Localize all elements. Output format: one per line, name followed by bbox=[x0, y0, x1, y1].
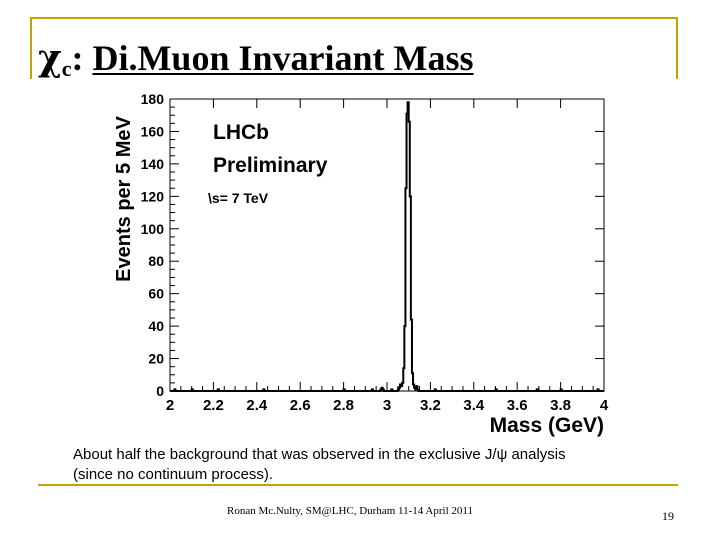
title-chi-symbol: χ bbox=[38, 37, 62, 79]
histogram-line bbox=[170, 101, 604, 392]
y-tick-label: 80 bbox=[148, 253, 164, 269]
y-tick-label: 20 bbox=[148, 351, 164, 367]
caption-line-2: (since no continuum process). bbox=[73, 466, 274, 483]
y-tick-label: 100 bbox=[141, 221, 165, 237]
caption-line-1: About half the background that was obser… bbox=[73, 446, 566, 463]
y-tick-label: 160 bbox=[141, 123, 165, 139]
x-tick-label: 2.6 bbox=[290, 397, 311, 414]
x-tick-label: 2 bbox=[166, 397, 174, 414]
annotation-lhcb: LHCb bbox=[213, 121, 269, 144]
title-colon: : bbox=[71, 38, 84, 78]
x-tick-label: 3.4 bbox=[463, 397, 485, 414]
slide-footer: Ronan Mc.Nulty, SM@LHC, Durham 11-14 Apr… bbox=[226, 505, 473, 517]
y-tick-labels: 0 20 40 60 80 100 120 140 160 180 bbox=[141, 92, 165, 399]
frame-top-border bbox=[30, 17, 678, 19]
frame-right-border bbox=[676, 17, 678, 79]
slide-title: χc: Di.Muon Invariant Mass bbox=[38, 36, 474, 91]
x-tick-label: 3 bbox=[383, 397, 391, 414]
x-tick-label: 3.8 bbox=[550, 397, 571, 414]
y-tick-label: 140 bbox=[141, 156, 165, 172]
frame-bottom-border bbox=[38, 484, 678, 486]
y-axis-label: Events per 5 MeV bbox=[113, 116, 135, 282]
y-tick-label: 0 bbox=[156, 383, 164, 399]
x-tick-label: 3.2 bbox=[420, 397, 441, 414]
x-tick-label: 2.8 bbox=[333, 397, 354, 414]
x-axis-label: Mass (GeV) bbox=[490, 414, 604, 437]
y-tick-label: 40 bbox=[148, 318, 164, 334]
y-tick-label: 120 bbox=[141, 188, 165, 204]
y-tick-label: 180 bbox=[141, 92, 165, 107]
x-tick-label: 2.4 bbox=[246, 397, 268, 414]
annotation-energy: \s= 7 TeV bbox=[208, 190, 269, 206]
histogram-chart: 0 20 40 60 80 100 120 140 160 180 2 2.2 2.4 2.6 2.8 3 3… bbox=[113, 92, 609, 437]
x-tick-label: 2.2 bbox=[203, 397, 224, 414]
page-number: 19 bbox=[662, 509, 674, 523]
y-tick-label: 60 bbox=[148, 286, 164, 302]
title-subscript: c bbox=[61, 56, 72, 81]
annotation-preliminary: Preliminary bbox=[213, 154, 328, 177]
title-text: Di.Muon Invariant Mass bbox=[92, 38, 474, 78]
caption: About half the background that was obser… bbox=[73, 445, 683, 485]
axis-ticks bbox=[169, 98, 605, 392]
x-tick-label: 3.6 bbox=[507, 397, 528, 414]
x-tick-label: 4 bbox=[600, 397, 609, 414]
frame-left-border bbox=[30, 17, 32, 79]
x-tick-labels: 2 2.2 2.4 2.6 2.8 3 3.2 3.4 3.6 3.8 4 bbox=[166, 397, 609, 414]
